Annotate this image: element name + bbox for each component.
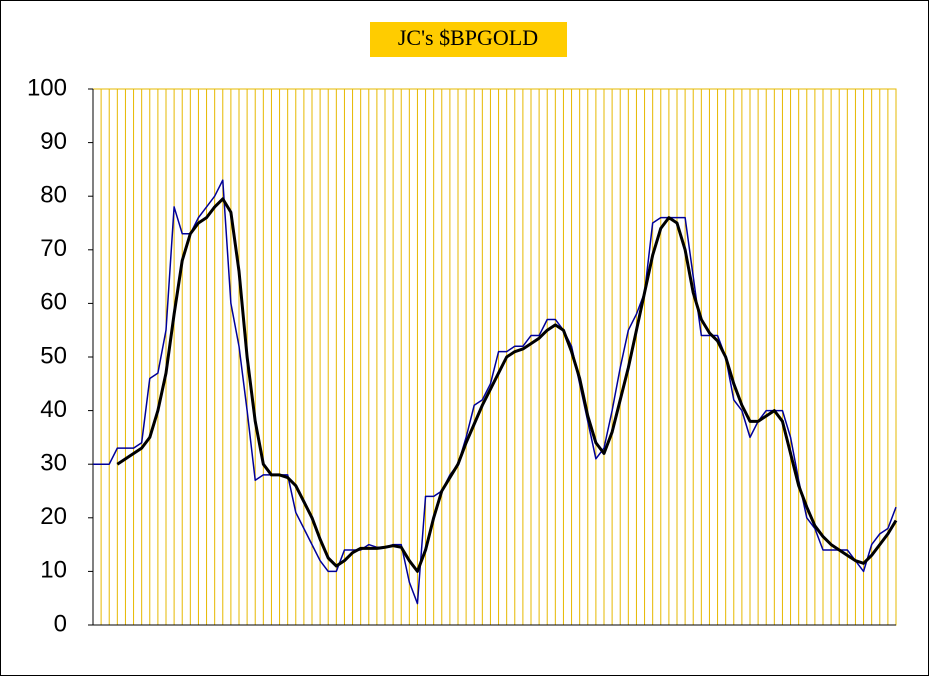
plot-area xyxy=(92,88,897,626)
y-tick-label: 30 xyxy=(40,450,67,477)
y-tick-label: 50 xyxy=(40,342,67,369)
series-line xyxy=(93,179,897,605)
y-tick-label: 100 xyxy=(27,74,67,101)
series-line xyxy=(116,197,898,573)
y-tick-label: 60 xyxy=(40,289,67,316)
y-tick-label: 0 xyxy=(54,610,67,637)
y-tick-label: 90 xyxy=(40,128,67,155)
y-tick-label: 20 xyxy=(40,503,67,530)
title-box xyxy=(370,22,567,57)
chart-title: JC's $BPGOLD xyxy=(398,25,538,50)
y-tick-label: 40 xyxy=(40,396,67,423)
y-tick-label: 10 xyxy=(40,557,67,584)
y-tick-label: 80 xyxy=(40,182,67,209)
y-tick-label: 70 xyxy=(40,235,67,262)
